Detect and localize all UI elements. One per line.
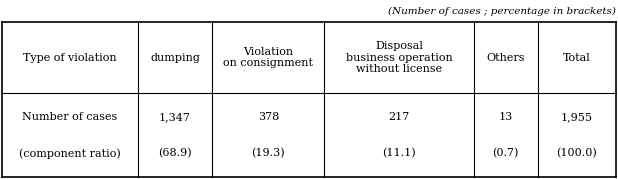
Text: (11.1): (11.1) xyxy=(382,148,416,159)
Text: (Number of cases ; percentage in brackets): (Number of cases ; percentage in bracket… xyxy=(388,6,616,16)
Text: (68.9): (68.9) xyxy=(158,148,192,159)
Text: 13: 13 xyxy=(499,112,513,122)
Text: 217: 217 xyxy=(388,112,410,122)
Text: Total: Total xyxy=(563,53,591,63)
Text: Disposal
business operation
without license: Disposal business operation without lice… xyxy=(345,41,452,74)
Text: (100.0): (100.0) xyxy=(557,148,598,159)
Text: (19.3): (19.3) xyxy=(252,148,285,159)
Text: Violation
on consignment: Violation on consignment xyxy=(223,47,313,68)
Text: 1,347: 1,347 xyxy=(159,112,191,122)
Text: Others: Others xyxy=(486,53,525,63)
Text: dumping: dumping xyxy=(150,53,200,63)
Text: 378: 378 xyxy=(258,112,279,122)
Text: (0.7): (0.7) xyxy=(493,148,519,159)
Text: Number of cases: Number of cases xyxy=(22,112,117,122)
Text: Type of violation: Type of violation xyxy=(23,53,117,63)
Text: (component ratio): (component ratio) xyxy=(19,148,121,159)
Text: 1,955: 1,955 xyxy=(561,112,593,122)
